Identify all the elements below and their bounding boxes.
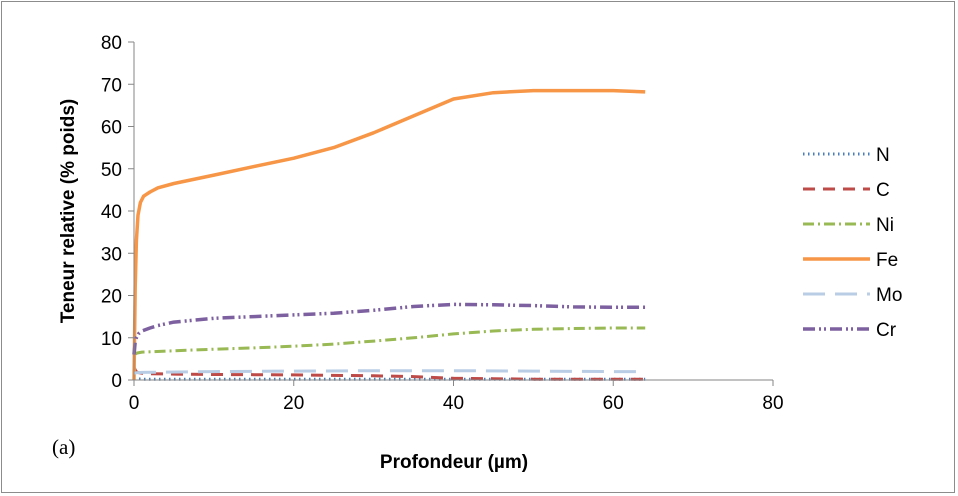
legend-label-mo: Mo: [876, 285, 902, 306]
series-line-n: [134, 377, 646, 381]
x-tick-label: 0: [129, 393, 140, 414]
x-tick-label: 80: [762, 393, 783, 414]
plot-lines: [132, 88, 646, 381]
x-tick-label: 60: [603, 393, 624, 414]
y-tick-label: 50: [101, 160, 122, 181]
series-line-ni: [133, 326, 646, 356]
legend-label-ni: Ni: [876, 215, 894, 236]
y-tick-label: 80: [101, 33, 122, 54]
y-tick-label: 0: [111, 371, 122, 392]
tick-labels: 0 10 20 30 40 50 60 70 80 0 20 40 60 80: [101, 33, 784, 414]
y-tick-label: 70: [101, 75, 122, 96]
y-axis-title: Teneur relative (% poids): [58, 99, 79, 324]
x-axis-title: Profondeur (µm): [380, 452, 528, 473]
legend-label-n: N: [876, 145, 890, 166]
x-tick-label: 20: [283, 393, 304, 414]
series-line-fe: [132, 88, 646, 381]
y-tick-label: 20: [101, 287, 122, 308]
legend: NC Ni Fe Mo Cr: [803, 145, 902, 341]
y-tick-label: 60: [101, 118, 122, 139]
y-tick-label: 30: [101, 244, 122, 265]
legend-label-c: C: [876, 180, 890, 201]
series-line-mo: [133, 369, 646, 375]
y-tick-label: 10: [101, 329, 122, 350]
series-line-cr: [132, 302, 646, 355]
legend-label-cr: Cr: [876, 320, 897, 341]
x-tick-label: 40: [443, 393, 464, 414]
y-tick-label: 40: [101, 202, 122, 223]
series-line-c: [132, 366, 646, 381]
axes: [128, 41, 774, 386]
panel-label: (a): [52, 435, 75, 459]
legend-label-fe: Fe: [876, 250, 898, 271]
